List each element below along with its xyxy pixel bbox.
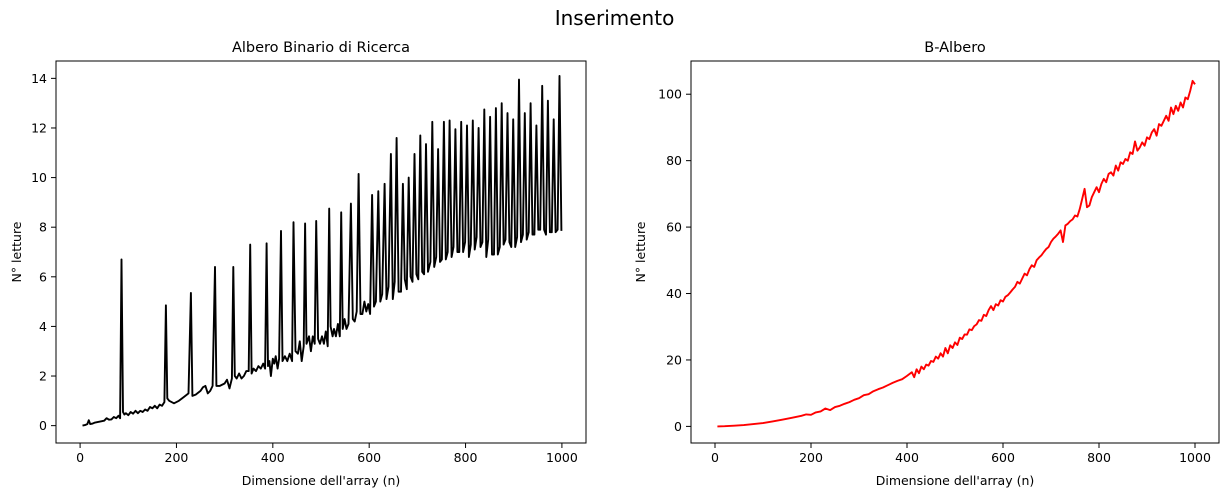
chart-bst: Albero Binario di Ricerca 0 200 400 600 800 10…	[9, 40, 587, 488]
bst-y-axis-label: N° letture	[9, 221, 24, 282]
chart-b-tree: B-Albero 0 200 400 600 800 1000 0 20 40 60 80 100 Dim…	[633, 40, 1220, 488]
bst-x-tick-label: 1000	[546, 450, 578, 465]
bst-x-tick-label: 600	[357, 450, 381, 465]
bst-series-line-0	[82, 74, 563, 427]
bst-plot-frame	[55, 60, 587, 444]
bst-x-tick-label: 800	[454, 450, 478, 465]
bst-x-tick-label: 0	[76, 450, 84, 465]
b-tree-x-tick-label: 0	[711, 450, 719, 465]
b-tree-x-tick-label: 600	[991, 450, 1015, 465]
bst-title: Albero Binario di Ricerca	[232, 40, 410, 56]
bst-y-tick-label: 2	[39, 369, 47, 384]
b-tree-y-tick-label: 80	[666, 153, 682, 168]
b-tree-y-tick-label: 20	[666, 352, 682, 367]
bst-y-tick-label: 10	[31, 170, 47, 185]
b-tree-y-tick-label: 60	[666, 220, 682, 235]
b-tree-y-axis-label: N° letture	[633, 221, 648, 282]
bst-x-tick-label: 200	[165, 450, 189, 465]
b-tree-x-axis-label: Dimensione dell'array (n)	[876, 473, 1035, 488]
b-tree-y-tick-label: 0	[674, 419, 682, 434]
b-tree-series-line-0	[717, 79, 1196, 428]
bst-y-tick-label: 0	[39, 418, 47, 433]
b-tree-y-tick-label: 100	[658, 87, 682, 102]
b-tree-x-tick-label: 800	[1087, 450, 1111, 465]
figure-title: Inserimento	[554, 6, 675, 30]
b-tree-y-tick-label: 40	[666, 286, 682, 301]
bst-y-tick-label: 14	[31, 71, 47, 86]
bst-y-tick-label: 4	[39, 319, 47, 334]
bst-x-axis-label: Dimensione dell'array (n)	[242, 473, 401, 488]
b-tree-x-tick-label: 400	[895, 450, 919, 465]
b-tree-title: B-Albero	[924, 40, 986, 56]
b-tree-x-tick-label: 200	[799, 450, 823, 465]
bst-y-tick-label: 8	[39, 220, 47, 235]
bst-x-tick-label: 400	[261, 450, 285, 465]
bst-y-tick-label: 6	[39, 269, 47, 284]
b-tree-x-tick-label: 1000	[1179, 450, 1211, 465]
bst-y-tick-label: 12	[31, 120, 47, 135]
b-tree-plot-frame	[690, 60, 1220, 444]
